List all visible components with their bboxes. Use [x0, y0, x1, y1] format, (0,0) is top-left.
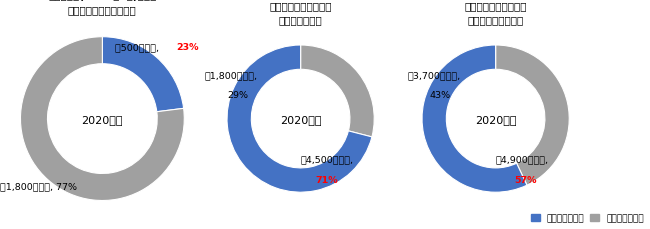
Text: 約500万トン,: 約500万トン,: [114, 43, 162, 52]
Wedge shape: [495, 46, 569, 185]
Title: 公取委調査以前の契約
（改定分除く）: 公取委調査以前の契約 （改定分除く）: [269, 1, 332, 25]
Text: 約3,700万トン,: 約3,700万トン,: [408, 71, 460, 80]
Text: 71%: 71%: [315, 175, 338, 184]
Text: 約1,800万トン,: 約1,800万トン,: [205, 71, 258, 80]
Text: 2020年度: 2020年度: [475, 114, 516, 124]
Wedge shape: [227, 46, 372, 192]
Wedge shape: [20, 38, 184, 201]
Wedge shape: [102, 38, 184, 112]
Legend: 仕向地制限有り, 仕向地制限無し: 仕向地制限有り, 仕向地制限無し: [528, 212, 645, 224]
Text: 約4,500万トン,: 約4,500万トン,: [300, 155, 354, 164]
Text: 43%: 43%: [430, 91, 450, 100]
Text: 約1,800万トン, 77%: 約1,800万トン, 77%: [0, 182, 77, 191]
Text: 2020年度: 2020年度: [82, 114, 123, 124]
Text: 23%: 23%: [176, 43, 199, 52]
Title: 公取委調査以降の新規
契約も含めた全契約: 公取委調査以降の新規 契約も含めた全契約: [464, 1, 527, 25]
Title: 公取委調査(2017年6月)以降の
新規契約と改定した契約: 公取委調査(2017年6月)以降の 新規契約と改定した契約: [48, 0, 157, 15]
Text: 約4,900万トン,: 約4,900万トン,: [495, 155, 549, 164]
Wedge shape: [300, 46, 374, 137]
Wedge shape: [422, 46, 527, 192]
Text: 2020年度: 2020年度: [280, 114, 321, 124]
Text: 57%: 57%: [514, 175, 536, 184]
Text: 29%: 29%: [227, 91, 248, 100]
